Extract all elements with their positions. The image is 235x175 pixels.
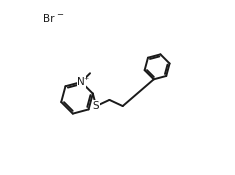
Text: −: −	[56, 10, 63, 19]
Text: Br: Br	[43, 14, 55, 24]
Text: +: +	[83, 76, 89, 81]
Text: N: N	[77, 77, 85, 87]
Text: S: S	[93, 101, 99, 111]
